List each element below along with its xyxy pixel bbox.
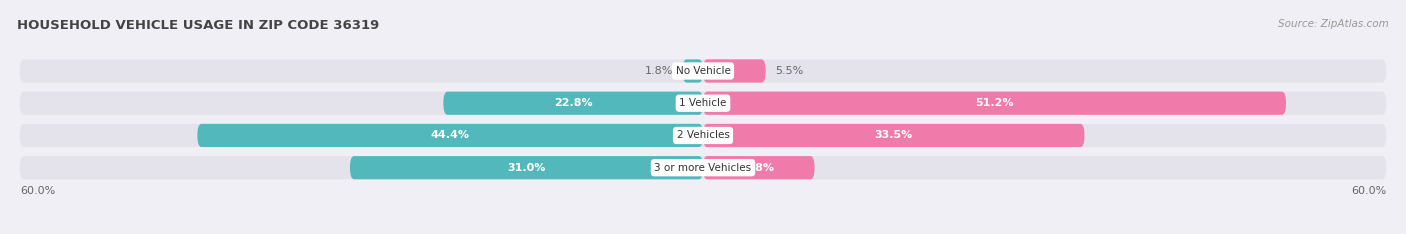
- Text: 22.8%: 22.8%: [554, 98, 592, 108]
- FancyBboxPatch shape: [197, 124, 703, 147]
- FancyBboxPatch shape: [20, 124, 1386, 147]
- Text: No Vehicle: No Vehicle: [675, 66, 731, 76]
- FancyBboxPatch shape: [703, 156, 814, 179]
- Text: Source: ZipAtlas.com: Source: ZipAtlas.com: [1278, 19, 1389, 29]
- Text: 44.4%: 44.4%: [430, 131, 470, 140]
- Text: 1 Vehicle: 1 Vehicle: [679, 98, 727, 108]
- Text: 9.8%: 9.8%: [744, 163, 775, 173]
- FancyBboxPatch shape: [20, 59, 1386, 83]
- Text: 2 Vehicles: 2 Vehicles: [676, 131, 730, 140]
- FancyBboxPatch shape: [443, 92, 703, 115]
- Text: HOUSEHOLD VEHICLE USAGE IN ZIP CODE 36319: HOUSEHOLD VEHICLE USAGE IN ZIP CODE 3631…: [17, 19, 380, 32]
- FancyBboxPatch shape: [20, 92, 1386, 115]
- FancyBboxPatch shape: [682, 59, 703, 83]
- Text: 60.0%: 60.0%: [20, 186, 55, 196]
- FancyBboxPatch shape: [703, 92, 1286, 115]
- FancyBboxPatch shape: [703, 59, 766, 83]
- Text: 60.0%: 60.0%: [1351, 186, 1386, 196]
- Text: 3 or more Vehicles: 3 or more Vehicles: [654, 163, 752, 173]
- Text: 51.2%: 51.2%: [976, 98, 1014, 108]
- Text: 5.5%: 5.5%: [775, 66, 803, 76]
- FancyBboxPatch shape: [20, 156, 1386, 179]
- Text: 1.8%: 1.8%: [645, 66, 673, 76]
- Text: 33.5%: 33.5%: [875, 131, 912, 140]
- Text: 31.0%: 31.0%: [508, 163, 546, 173]
- FancyBboxPatch shape: [703, 124, 1084, 147]
- FancyBboxPatch shape: [350, 156, 703, 179]
